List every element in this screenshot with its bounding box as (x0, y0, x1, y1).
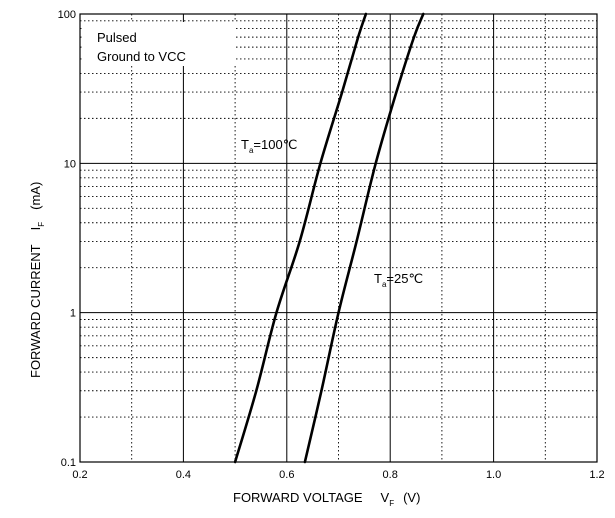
series-label-25c: Ta=25℃ (374, 271, 423, 289)
x-tick-label: 0.2 (72, 469, 87, 481)
series-label-100c-value: =100℃ (253, 137, 297, 152)
y-tick-label: 10 (64, 158, 76, 170)
series-layer (233, 12, 425, 464)
x-axis-title-symbol: V (381, 490, 390, 505)
y-axis-title-symbol: I (28, 227, 43, 231)
x-tick-labels: 0.2 0.4 0.6 0.8 1.0 1.2 (72, 469, 604, 481)
series-label-25c-value: =25℃ (386, 271, 423, 286)
x-tick-label: 0.8 (383, 469, 398, 481)
x-tick-label: 0.4 (176, 469, 191, 481)
y-tick-label: 0.1 (61, 457, 76, 469)
y-axis-title-unit: (mA) (28, 182, 43, 210)
plot-frame (79, 13, 598, 463)
y-axis-title-sub: F (37, 222, 46, 227)
x-axis-title: FORWARD VOLTAGE VF (V) (233, 490, 420, 508)
notes-box-bg (84, 22, 236, 66)
y-tick-label: 100 (58, 9, 76, 21)
series-line-25c (303, 12, 425, 464)
y-tick-labels: 0.1 1 10 100 (58, 9, 76, 469)
minor-gridlines (80, 14, 597, 462)
series-label-100c-symbol: T (241, 137, 249, 152)
x-axis-title-text: FORWARD VOLTAGE (233, 490, 363, 505)
x-tick-label: 1.2 (589, 469, 604, 481)
note-line-1: Pulsed (97, 30, 137, 45)
series-label-100c-sub: a (249, 146, 254, 155)
x-axis-title-sub: F (389, 499, 394, 508)
x-axis-title-unit: (V) (403, 490, 420, 505)
y-tick-label: 1 (70, 308, 76, 320)
x-tick-label: 1.0 (486, 469, 501, 481)
note-line-2: Ground to VCC (97, 49, 186, 64)
series-label-25c-sub: a (382, 280, 387, 289)
y-axis-title-text: FORWARD CURRENT (28, 244, 43, 378)
series-label-100c: Ta=100℃ (241, 137, 297, 155)
y-axis-title: FORWARD CURRENT IF (mA) (28, 182, 46, 378)
series-label-25c-symbol: T (374, 271, 382, 286)
series-line-100c (233, 12, 368, 464)
x-tick-label: 0.6 (279, 469, 294, 481)
